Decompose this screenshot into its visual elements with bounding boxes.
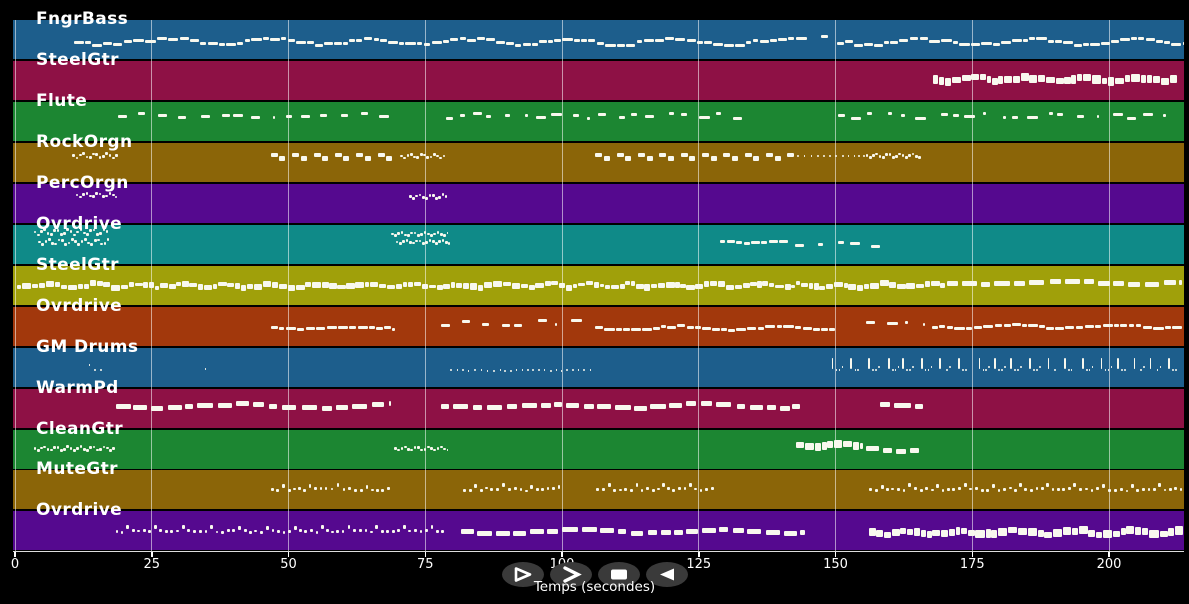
gridline <box>971 20 973 552</box>
x-tick <box>14 552 16 557</box>
track-band <box>13 429 1184 469</box>
fast-forward-icon <box>563 566 582 583</box>
track-label: Ovrdrive <box>36 295 123 316</box>
track-label: WarmPd <box>36 377 119 398</box>
x-tick <box>834 552 837 557</box>
track-label: CleanGtr <box>36 418 124 439</box>
track-label: GM Drums <box>36 336 139 357</box>
x-tick <box>561 552 563 557</box>
x-tick-label: 125 <box>686 557 712 572</box>
track-label: RockOrgn <box>36 131 133 152</box>
x-tick-label: 175 <box>959 557 985 572</box>
track-band <box>13 347 1184 387</box>
x-tick-label: 25 <box>143 557 161 572</box>
track-label: SteelGtr <box>36 254 119 275</box>
track-band <box>13 183 1184 223</box>
x-tick <box>698 552 700 557</box>
gridline <box>14 20 16 552</box>
track-label: Ovrdrive <box>36 213 123 234</box>
track-band <box>13 224 1184 264</box>
x-tick-label: 75 <box>416 557 434 572</box>
x-tick-label: 200 <box>1096 557 1122 572</box>
track-band <box>13 101 1184 141</box>
gridline <box>1108 20 1110 552</box>
rewind-icon <box>660 568 674 581</box>
stop-icon <box>611 569 627 580</box>
x-tick <box>424 552 426 557</box>
track-label: MuteGtr <box>36 459 118 480</box>
track-band <box>13 20 1184 59</box>
track-label: FngrBass <box>36 9 129 29</box>
play-button[interactable] <box>502 562 544 587</box>
x-axis-line <box>13 551 1184 552</box>
track-label: SteelGtr <box>36 49 119 70</box>
rewind-button[interactable] <box>646 562 688 587</box>
stop-button[interactable] <box>598 562 640 587</box>
track-label: PercOrgn <box>36 172 129 193</box>
track-label: Flute <box>36 90 88 111</box>
x-tick <box>151 552 153 557</box>
x-tick <box>287 552 290 557</box>
x-tick-label: 150 <box>823 557 848 572</box>
x-tick-label: 50 <box>280 557 297 572</box>
forward-button[interactable] <box>550 562 592 587</box>
x-tick <box>1108 552 1110 557</box>
play-icon <box>514 567 532 582</box>
x-tick <box>971 552 973 557</box>
track-label: Ovrdrive <box>36 500 123 521</box>
x-tick-label: 0 <box>10 557 20 572</box>
track-band <box>13 142 1184 182</box>
